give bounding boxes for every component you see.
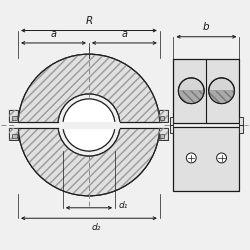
Circle shape	[209, 78, 234, 104]
Circle shape	[186, 153, 196, 163]
Bar	[239, 117, 242, 125]
Bar	[174, 59, 239, 191]
Bar	[158, 128, 168, 140]
Circle shape	[63, 99, 115, 151]
Bar	[158, 110, 168, 122]
Wedge shape	[209, 91, 234, 104]
Text: d₂: d₂	[91, 223, 101, 232]
Text: b: b	[203, 22, 210, 32]
Text: a: a	[122, 29, 128, 39]
Bar	[160, 134, 164, 138]
Wedge shape	[178, 91, 204, 104]
Text: d₁: d₁	[119, 201, 128, 210]
Wedge shape	[18, 54, 160, 125]
Wedge shape	[18, 125, 160, 196]
Bar	[158, 128, 168, 140]
Bar	[170, 117, 173, 125]
Text: R: R	[85, 16, 92, 26]
Text: a: a	[50, 29, 56, 39]
Bar	[160, 116, 164, 120]
Bar	[12, 116, 17, 120]
Bar	[9, 110, 18, 122]
Bar	[12, 134, 17, 138]
Bar	[9, 128, 18, 140]
Circle shape	[217, 153, 226, 163]
Circle shape	[178, 78, 204, 104]
Bar	[9, 128, 18, 140]
Bar	[158, 110, 168, 122]
Bar	[9, 110, 18, 122]
Bar	[239, 125, 242, 133]
Bar	[170, 125, 173, 133]
